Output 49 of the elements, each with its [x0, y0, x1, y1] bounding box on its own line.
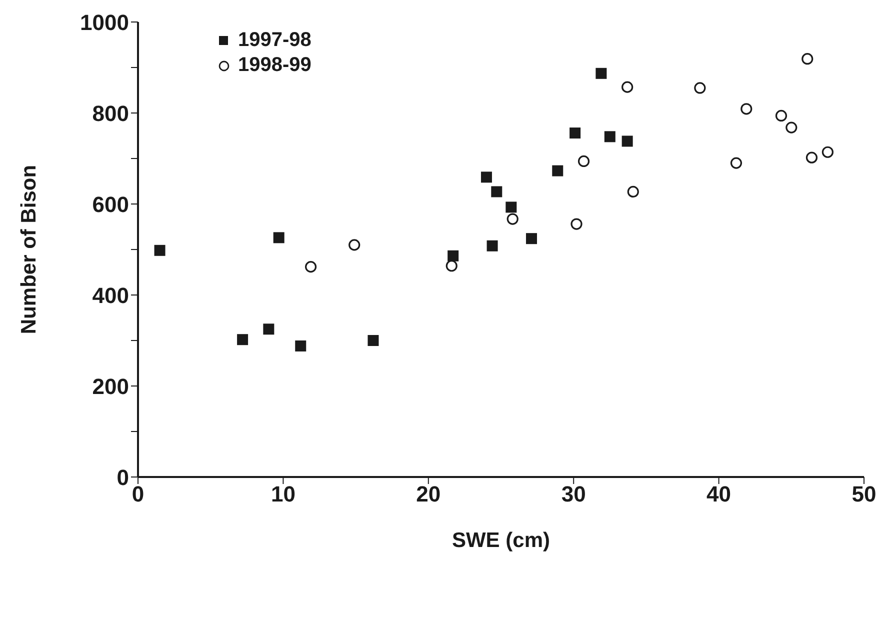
point	[480, 172, 492, 183]
point	[802, 53, 814, 65]
point	[786, 122, 798, 134]
x-tick-label: 50	[852, 482, 876, 507]
point	[578, 155, 590, 168]
point	[491, 186, 502, 198]
point	[806, 152, 818, 164]
point	[154, 244, 166, 256]
point	[368, 335, 379, 346]
x-tick-label: 40	[706, 482, 732, 507]
point	[506, 202, 517, 213]
point	[622, 81, 634, 93]
point	[730, 157, 742, 169]
point	[627, 186, 639, 198]
point	[448, 250, 459, 262]
y-tick-label: 400	[92, 282, 129, 308]
point	[694, 82, 706, 94]
point	[446, 260, 458, 272]
x-tick-label: 10	[270, 482, 296, 507]
point	[740, 103, 752, 115]
point	[596, 68, 607, 79]
x-tick-label: 0	[132, 482, 144, 507]
legend-label: 1998-99	[238, 53, 312, 78]
point	[237, 334, 248, 346]
y-tick-label: 600	[92, 192, 129, 217]
point	[552, 165, 564, 176]
point	[486, 240, 498, 252]
x-tick-label: 20	[416, 482, 441, 507]
point	[304, 260, 317, 273]
y-axis-title: Number of Bison	[17, 164, 40, 334]
point	[604, 131, 616, 142]
point	[622, 136, 633, 147]
legend-label: 1997-98	[238, 28, 312, 53]
y-tick-label: 200	[92, 374, 129, 399]
point	[506, 213, 518, 225]
point	[570, 128, 581, 139]
x-axis-title: SWE (cm)	[452, 529, 550, 552]
x-tick-label: 30	[561, 482, 586, 507]
y-tick-label: 0	[116, 464, 129, 490]
y-tick-label: 1000	[80, 10, 129, 35]
point	[822, 146, 834, 158]
y-tick-label: 800	[92, 100, 129, 126]
point	[348, 239, 360, 251]
point	[263, 324, 274, 335]
point	[570, 218, 582, 230]
point	[295, 340, 306, 352]
point	[775, 110, 788, 122]
point	[526, 233, 537, 244]
point	[273, 232, 284, 244]
